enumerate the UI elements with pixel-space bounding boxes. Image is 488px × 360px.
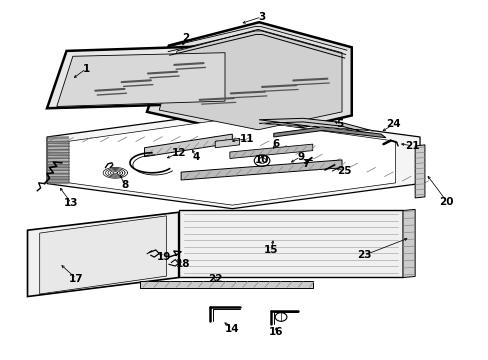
Text: 4: 4	[192, 152, 199, 162]
Polygon shape	[402, 210, 414, 278]
Text: 3: 3	[257, 12, 264, 22]
Polygon shape	[140, 281, 312, 288]
Text: 23: 23	[356, 250, 370, 260]
Text: 20: 20	[439, 197, 453, 207]
Polygon shape	[47, 112, 419, 209]
Text: 9: 9	[296, 152, 304, 162]
Text: 15: 15	[264, 245, 278, 255]
Polygon shape	[273, 127, 385, 138]
Text: 2: 2	[182, 33, 189, 43]
Text: 22: 22	[207, 274, 222, 284]
Text: 12: 12	[171, 148, 185, 158]
Polygon shape	[159, 30, 341, 130]
Polygon shape	[414, 145, 424, 198]
Text: 11: 11	[239, 134, 254, 144]
Text: 10: 10	[254, 155, 268, 165]
Text: 25: 25	[337, 166, 351, 176]
Text: 17: 17	[69, 274, 83, 284]
Polygon shape	[181, 160, 341, 180]
Text: 24: 24	[385, 120, 400, 129]
Polygon shape	[27, 212, 178, 297]
Polygon shape	[47, 45, 232, 108]
Polygon shape	[57, 53, 224, 107]
Polygon shape	[147, 22, 351, 137]
Text: 21: 21	[405, 141, 419, 151]
Polygon shape	[69, 118, 395, 205]
Text: 1: 1	[82, 64, 89, 74]
Polygon shape	[40, 216, 166, 294]
Text: 8: 8	[121, 180, 128, 190]
Text: 7: 7	[301, 159, 308, 169]
Text: 14: 14	[224, 324, 239, 334]
Text: 6: 6	[272, 139, 279, 149]
Polygon shape	[259, 118, 370, 134]
Polygon shape	[144, 134, 232, 157]
Text: 5: 5	[335, 120, 343, 129]
Text: 13: 13	[64, 198, 79, 208]
Text: 18: 18	[176, 259, 190, 269]
Polygon shape	[178, 211, 402, 277]
Polygon shape	[229, 144, 312, 158]
Text: 19: 19	[157, 252, 171, 262]
Polygon shape	[215, 138, 239, 148]
Text: 16: 16	[268, 327, 283, 337]
